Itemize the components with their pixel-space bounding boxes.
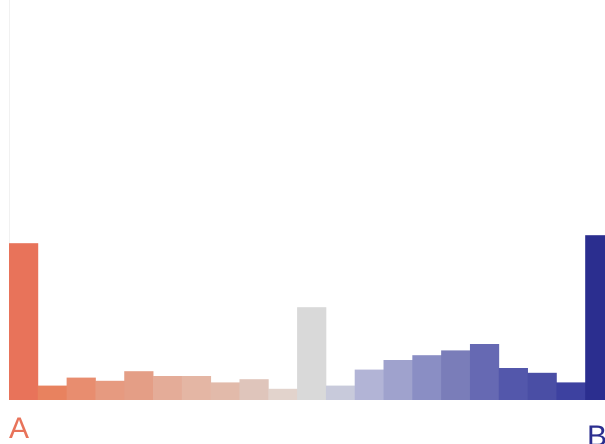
bar-18 — [527, 372, 557, 400]
bar-10 — [297, 307, 327, 400]
bar-11 — [325, 385, 356, 400]
bar-19 — [556, 382, 586, 400]
bar-13 — [383, 360, 413, 400]
bar-17 — [498, 368, 528, 400]
bars-group — [9, 235, 605, 400]
bar-0 — [9, 243, 39, 400]
bar-20 — [585, 235, 605, 400]
bar-6 — [181, 376, 212, 400]
bar-8 — [239, 379, 269, 400]
bar-14 — [412, 355, 442, 400]
bar-5 — [153, 376, 183, 400]
axis-label-left: A — [9, 412, 29, 444]
bar-15 — [441, 350, 471, 400]
bar-2 — [66, 377, 96, 400]
bar-16 — [469, 344, 500, 400]
bar-3 — [95, 380, 125, 400]
bar-1 — [37, 385, 68, 400]
bar-9 — [268, 388, 298, 400]
axis-label-right: B — [587, 420, 605, 444]
bar-12 — [354, 369, 384, 400]
bar-7 — [210, 382, 240, 400]
bar-4 — [124, 371, 154, 400]
